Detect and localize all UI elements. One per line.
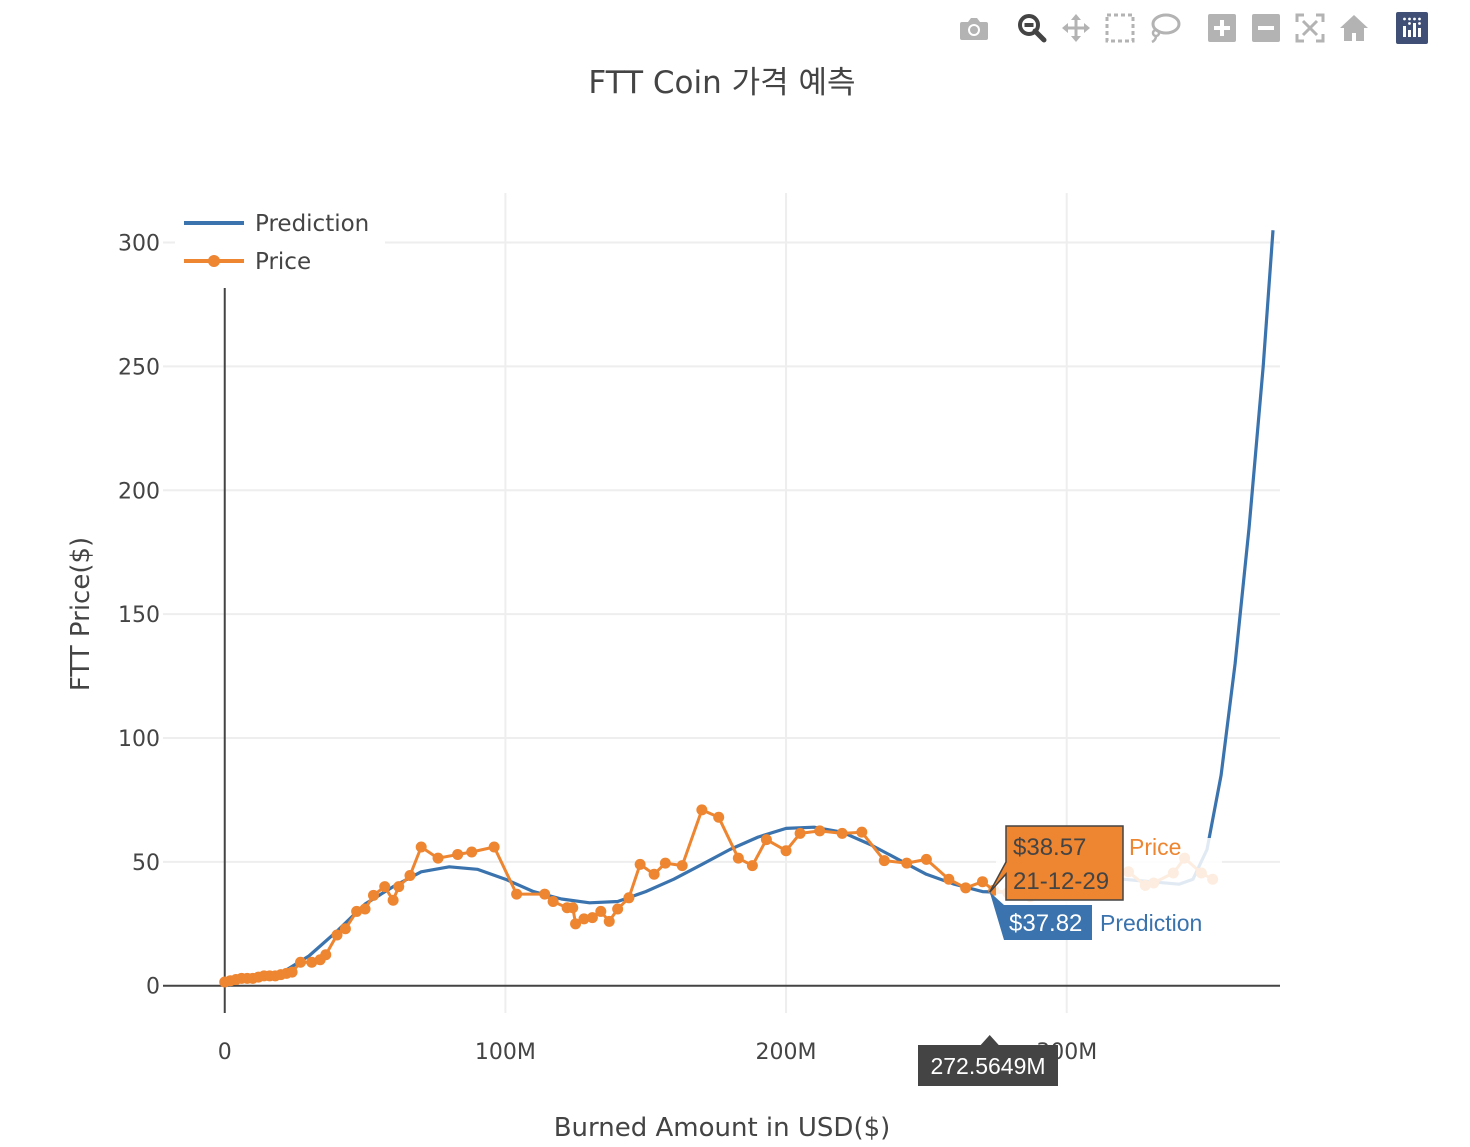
x-tick-label: 0 xyxy=(218,1040,232,1065)
price-point xyxy=(393,881,405,893)
price-point xyxy=(603,915,615,927)
price-point xyxy=(306,956,318,968)
price-point xyxy=(760,834,772,846)
legend-swatch-marker xyxy=(208,255,220,267)
price-point xyxy=(286,966,298,978)
price-point xyxy=(977,876,989,888)
zoom-icon[interactable] xyxy=(1010,8,1054,48)
price-tooltip-value: $38.57 xyxy=(1013,834,1086,861)
price-point xyxy=(379,881,391,893)
price-point xyxy=(856,826,868,838)
price-point xyxy=(623,892,635,904)
price-point xyxy=(814,825,826,837)
y-tick-label: 300 xyxy=(118,232,160,257)
price-point xyxy=(547,896,559,908)
price-point xyxy=(901,857,913,869)
y-tick-label: 200 xyxy=(118,479,160,504)
price-point xyxy=(452,848,464,860)
x-hover-pointer xyxy=(980,1035,999,1045)
price-point xyxy=(578,913,590,925)
price-point xyxy=(676,860,688,872)
price-point xyxy=(713,811,725,823)
price-point xyxy=(387,894,399,906)
prediction-tooltip-name: Prediction xyxy=(1100,910,1202,936)
plotly-logo-icon[interactable] xyxy=(1390,8,1434,48)
hover-tooltip: $38.57 21-12-29 Price $37.82 Prediction 272.5… xyxy=(918,825,1222,1086)
zoom-out-icon[interactable] xyxy=(1244,8,1288,48)
pan-icon[interactable] xyxy=(1054,8,1098,48)
camera-icon[interactable] xyxy=(952,8,996,48)
price-point xyxy=(595,905,607,917)
price-point xyxy=(432,852,444,864)
price-point xyxy=(780,845,792,857)
price-point xyxy=(836,827,848,839)
legend[interactable]: Prediction Price xyxy=(175,202,385,284)
price-point xyxy=(659,857,671,869)
x-axis-ticks: 0 100M 200M 300M xyxy=(218,1040,1097,1065)
price-point xyxy=(367,889,379,901)
y-tick-label: 50 xyxy=(132,851,160,876)
price-point xyxy=(359,903,371,915)
price-point xyxy=(794,827,806,839)
price-point xyxy=(295,956,307,968)
y-tick-label: 100 xyxy=(118,727,160,752)
price-point xyxy=(696,804,708,816)
prediction-tooltip-box xyxy=(989,892,1092,940)
prediction-tooltip-value: $37.82 xyxy=(1009,910,1082,937)
price-point xyxy=(466,846,478,858)
reset-axes-icon[interactable] xyxy=(1332,8,1376,48)
box-select-icon[interactable] xyxy=(1098,8,1142,48)
x-hover-box xyxy=(918,1045,1058,1086)
price-point xyxy=(511,888,523,900)
price-point xyxy=(415,841,427,853)
price-point xyxy=(746,860,758,872)
lasso-select-icon[interactable] xyxy=(1142,8,1186,48)
x-hover-label: 272.5649M xyxy=(930,1053,1045,1079)
price-point xyxy=(351,905,363,917)
legend-item-prediction: Prediction xyxy=(184,211,369,237)
x-tick-label: 100M xyxy=(475,1040,536,1065)
zoom-in-icon[interactable] xyxy=(1200,8,1244,48)
price-point xyxy=(732,852,744,864)
price-point xyxy=(567,902,579,914)
price-point xyxy=(648,868,660,880)
price-point xyxy=(920,853,932,865)
y-tick-label: 0 xyxy=(146,975,160,1000)
autoscale-icon[interactable] xyxy=(1288,8,1332,48)
price-tooltip-date: 21-12-29 xyxy=(1013,868,1109,895)
price-point xyxy=(539,888,551,900)
price-point xyxy=(612,903,624,915)
legend-label: Prediction xyxy=(255,211,369,237)
price-tooltip-name: Price xyxy=(1129,834,1181,860)
x-tick-label: 200M xyxy=(756,1040,817,1065)
price-point xyxy=(960,882,972,894)
y-axis-ticks: 0 50 100 150 200 250 300 xyxy=(118,232,160,1000)
price-tooltip-box xyxy=(989,825,1124,901)
price-point xyxy=(488,841,500,853)
chart-title: FTT Coin 가격 예측 xyxy=(588,65,855,101)
y-axis-title: FTT Price($) xyxy=(66,537,96,691)
y-tick-label: 250 xyxy=(118,355,160,380)
price-point xyxy=(404,870,416,882)
legend-background xyxy=(175,202,385,284)
price-point xyxy=(943,873,955,885)
price-point xyxy=(339,923,351,935)
price-point xyxy=(586,912,598,924)
price-point xyxy=(331,929,343,941)
price-point xyxy=(634,858,646,870)
price-point xyxy=(320,949,332,961)
modebar xyxy=(952,8,1434,48)
x-axis-title: Burned Amount in USD($) xyxy=(554,1113,891,1143)
price-point xyxy=(878,855,890,867)
y-tick-label: 150 xyxy=(118,603,160,628)
legend-label: Price xyxy=(255,249,311,275)
price-point xyxy=(570,918,582,930)
legend-item-price: Price xyxy=(184,249,311,275)
